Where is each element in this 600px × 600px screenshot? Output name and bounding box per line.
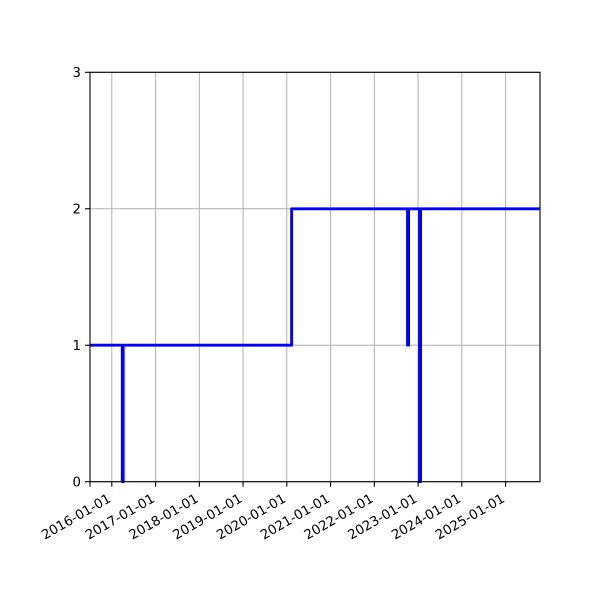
y-axis: 0 1 2 3 [73, 66, 90, 490]
y-tick-label: 3 [73, 66, 81, 81]
y-tick-label: 0 [73, 475, 81, 490]
y-tick-label: 1 [73, 339, 81, 354]
plot-border [89, 71, 541, 483]
y-tick-label: 2 [73, 202, 81, 217]
